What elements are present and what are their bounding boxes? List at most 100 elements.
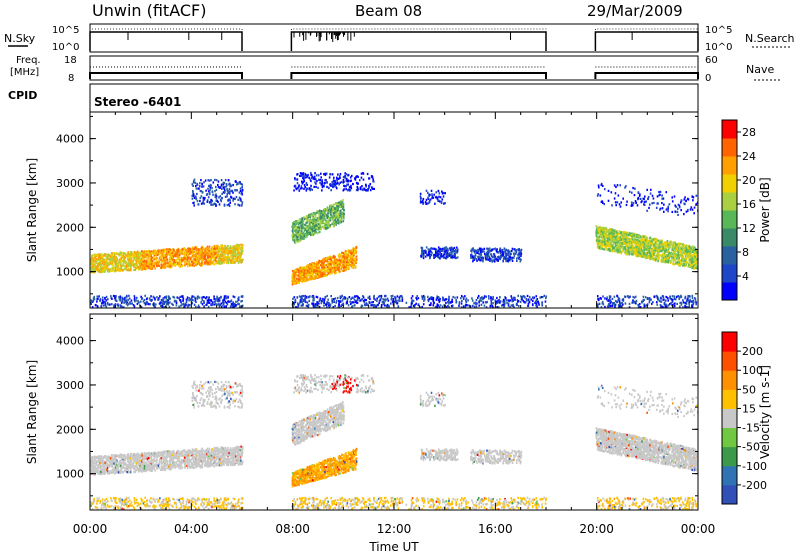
power-point bbox=[510, 249, 513, 253]
power-point bbox=[316, 211, 319, 214]
power-point bbox=[340, 214, 342, 217]
power-point bbox=[161, 253, 164, 257]
power-point bbox=[348, 261, 350, 264]
power-point bbox=[325, 209, 328, 212]
power-point bbox=[300, 180, 303, 183]
power-point bbox=[483, 247, 486, 250]
power-point bbox=[421, 252, 423, 255]
power-point bbox=[343, 269, 346, 272]
power-point bbox=[234, 203, 236, 206]
power-point bbox=[195, 187, 198, 190]
nsky-line bbox=[89, 31, 243, 51]
power-point bbox=[471, 255, 474, 258]
power-point bbox=[339, 205, 342, 208]
power-point bbox=[227, 179, 230, 182]
power-point bbox=[229, 190, 231, 193]
power-point bbox=[320, 217, 322, 220]
power-point bbox=[241, 186, 243, 189]
power-point bbox=[98, 256, 100, 259]
power-point bbox=[487, 251, 490, 254]
power-point bbox=[316, 232, 319, 235]
power-point bbox=[334, 207, 336, 210]
power-point bbox=[307, 273, 309, 276]
power-point bbox=[208, 179, 211, 182]
power-point bbox=[695, 249, 698, 252]
power-point bbox=[174, 261, 176, 264]
power-point bbox=[148, 266, 150, 270]
power-point bbox=[156, 253, 159, 257]
power-point bbox=[470, 250, 473, 253]
power-point bbox=[307, 272, 310, 275]
power-point bbox=[211, 186, 213, 190]
power-point bbox=[313, 263, 315, 266]
power-point bbox=[100, 270, 102, 274]
power-point bbox=[136, 254, 138, 257]
power-point bbox=[499, 249, 502, 252]
power-point bbox=[371, 175, 374, 178]
power-point bbox=[327, 222, 329, 225]
power-point bbox=[95, 261, 98, 264]
power-point bbox=[320, 221, 322, 224]
power-point bbox=[493, 248, 495, 251]
power-point bbox=[340, 201, 343, 204]
power-point bbox=[341, 251, 343, 254]
power-point bbox=[214, 247, 216, 250]
power-point bbox=[155, 252, 158, 255]
power-point bbox=[310, 272, 313, 275]
power-point bbox=[175, 255, 177, 258]
power-point bbox=[298, 235, 301, 238]
power-point bbox=[450, 247, 453, 251]
power-point bbox=[100, 253, 102, 256]
power-point bbox=[337, 260, 339, 264]
power-point bbox=[233, 258, 235, 261]
power-point bbox=[103, 268, 106, 271]
power-point bbox=[349, 189, 352, 192]
power-point bbox=[338, 201, 341, 204]
power-point bbox=[365, 189, 367, 192]
power-point bbox=[352, 254, 355, 257]
power-point bbox=[310, 177, 313, 180]
power-point bbox=[225, 258, 227, 261]
power-point bbox=[312, 213, 314, 217]
power-point bbox=[184, 251, 187, 254]
power-point bbox=[210, 198, 212, 202]
power-point bbox=[223, 181, 226, 185]
power-point bbox=[438, 195, 440, 198]
power-point bbox=[106, 266, 108, 270]
power-point bbox=[162, 256, 165, 259]
power-point bbox=[225, 185, 228, 188]
power-point bbox=[305, 274, 307, 278]
power-point bbox=[495, 248, 498, 251]
power-point bbox=[292, 280, 294, 283]
power-point bbox=[439, 256, 442, 259]
power-point bbox=[632, 236, 634, 239]
power-point bbox=[168, 262, 171, 265]
power-point bbox=[340, 254, 343, 257]
power-point bbox=[168, 249, 171, 252]
power-point bbox=[189, 252, 191, 256]
power-point bbox=[479, 247, 482, 250]
power-point bbox=[351, 252, 354, 255]
power-point bbox=[315, 221, 317, 224]
power-point bbox=[205, 261, 208, 265]
power-point bbox=[311, 232, 314, 235]
power-point bbox=[440, 200, 443, 203]
power-point bbox=[479, 259, 482, 262]
power-point bbox=[311, 188, 314, 191]
power-point bbox=[470, 256, 472, 259]
power-point bbox=[315, 218, 318, 221]
power-point bbox=[157, 262, 160, 265]
power-point bbox=[314, 181, 316, 184]
power-point bbox=[105, 264, 108, 267]
nsearch-line bbox=[595, 28, 699, 51]
power-point bbox=[191, 263, 194, 267]
power-point bbox=[239, 251, 242, 255]
power-point bbox=[236, 245, 239, 248]
power-point bbox=[478, 252, 480, 256]
power-point bbox=[483, 252, 486, 255]
power-point bbox=[125, 261, 127, 264]
power-point bbox=[314, 217, 316, 220]
power-point bbox=[176, 260, 178, 263]
power-point bbox=[91, 263, 94, 266]
power-point bbox=[94, 263, 97, 266]
